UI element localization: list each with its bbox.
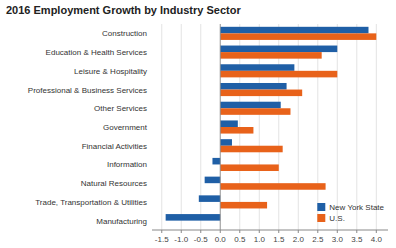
bar: [220, 71, 337, 78]
bars: [166, 27, 377, 221]
bar: [212, 158, 220, 165]
bar: [220, 83, 286, 90]
bar: [220, 27, 368, 34]
tick-label: 0.5: [234, 235, 246, 244]
x-axis-line: [152, 230, 388, 231]
bar: [220, 120, 238, 127]
grid-line: [356, 24, 357, 230]
bar: [220, 90, 302, 97]
bar: [205, 177, 221, 184]
category-label: Financial Activities: [82, 142, 147, 151]
grid-line: [337, 24, 338, 230]
bar: [220, 52, 321, 59]
tick-label: 2.5: [312, 235, 324, 244]
bar: [199, 195, 220, 202]
tick-label: 1.5: [273, 235, 285, 244]
tick-label: 4.0: [371, 235, 383, 244]
tick-label: 2.0: [293, 235, 305, 244]
tick-label: 3.5: [351, 235, 363, 244]
category-label: Manufacturing: [96, 217, 147, 226]
bar: [166, 214, 221, 221]
legend-swatch: [317, 214, 325, 222]
tick-label: -1.5: [155, 235, 169, 244]
tick-label: 0.0: [215, 235, 227, 244]
category-label: Leisure & Hospitality: [74, 67, 147, 76]
bar: [220, 139, 232, 146]
grid-line: [181, 24, 182, 230]
legend-label: U.S.: [329, 214, 345, 223]
chart: 2016 Employment Growth by Industry Secto…: [0, 0, 396, 248]
tick-label: -0.5: [194, 235, 208, 244]
bar: [220, 46, 337, 53]
bar: [220, 164, 279, 171]
bar: [220, 183, 325, 190]
tick-label: -1.0: [174, 235, 188, 244]
category-label: Natural Resources: [81, 179, 147, 188]
bar: [220, 108, 290, 115]
legend-swatch: [317, 203, 325, 211]
tick-label: 3.0: [332, 235, 344, 244]
bar: [220, 127, 253, 134]
bar: [220, 202, 267, 209]
category-label: Education & Health Services: [46, 48, 147, 57]
category-label: Construction: [102, 29, 147, 38]
category-label: Trade, Transportation & Utilities: [35, 198, 147, 207]
category-label: Professional & Business Services: [28, 86, 147, 95]
category-label: Government: [103, 123, 148, 132]
bar: [220, 64, 294, 71]
bar: [220, 146, 282, 153]
tick-label: 1.0: [254, 235, 266, 244]
bar: [220, 33, 376, 40]
category-label: Other Services: [94, 104, 147, 113]
grid-line: [220, 24, 221, 230]
title: 2016 Employment Growth by Industry Secto…: [6, 4, 241, 16]
grid-line: [161, 24, 162, 230]
legend: New York State U.S.: [317, 203, 384, 223]
legend-label: New York State: [329, 203, 384, 212]
zero-line: [220, 24, 221, 230]
category-label: Information: [107, 160, 147, 169]
grid-line: [376, 24, 377, 230]
bar: [220, 102, 280, 109]
